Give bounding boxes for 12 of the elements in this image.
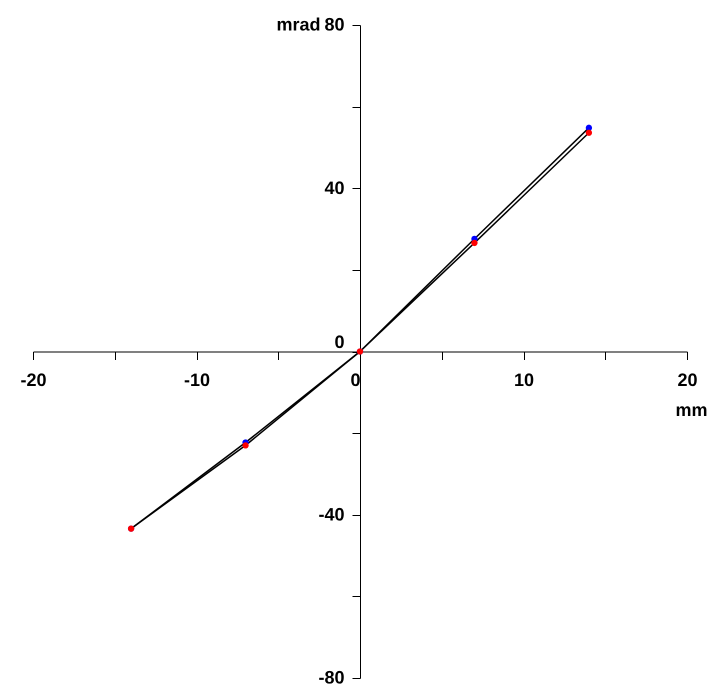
x-axis-title: mm xyxy=(675,400,708,420)
y-tick-label: -80 xyxy=(318,668,344,688)
x-tick-label: 0 xyxy=(350,370,360,390)
x-tick-label: 20 xyxy=(677,370,698,390)
y-axis-title: mrad xyxy=(276,14,320,34)
x-tick-label: -10 xyxy=(184,370,210,390)
y-tick-label: 40 xyxy=(324,178,344,198)
x-tick-label: -20 xyxy=(20,370,47,390)
y-tick-label: -40 xyxy=(318,504,344,524)
x-tick-label: 10 xyxy=(514,370,534,390)
y-tick-label: 0 xyxy=(334,332,344,352)
y-tick-label: 80 xyxy=(324,14,344,34)
